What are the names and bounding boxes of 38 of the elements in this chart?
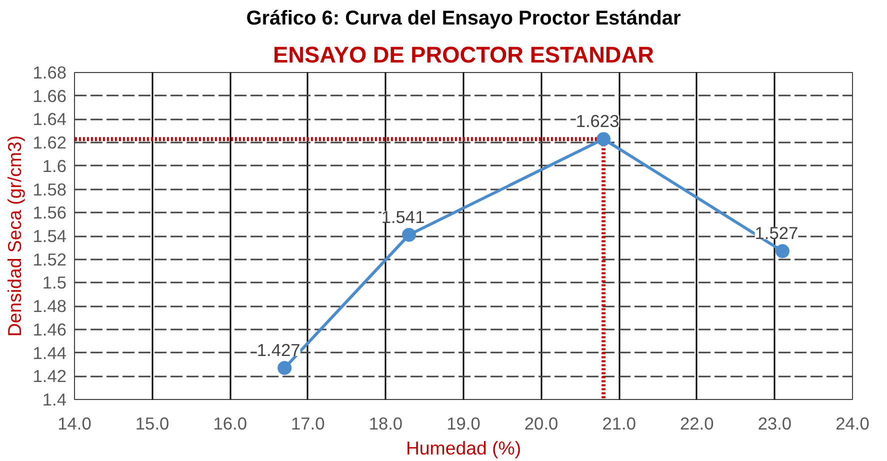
- y-tick-label: 1.56: [32, 202, 67, 223]
- y-tick-label: 1.64: [32, 109, 67, 130]
- x-tick-label: 24.0: [836, 414, 870, 434]
- chart-subtitle: ENSAYO DE PROCTOR ESTANDAR: [272, 42, 654, 68]
- x-tick-label: 23.0: [758, 414, 792, 434]
- y-tick-label: 1.4: [42, 390, 67, 410]
- point: [402, 228, 416, 242]
- x-tick-label: 21.0: [602, 414, 636, 434]
- data-label: 1.623: [576, 111, 620, 132]
- y-tick-label: 1.42: [32, 366, 67, 386]
- y-tick-label: 1.5: [42, 272, 67, 293]
- x-tick-label: 17.0: [291, 414, 325, 434]
- data-label: 1.541: [381, 206, 425, 227]
- y-tick-label: 1.6: [42, 156, 67, 176]
- data-label: 1.527: [754, 223, 798, 244]
- y-tick-label: 1.66: [32, 86, 67, 106]
- x-tick-label: 15.0: [135, 414, 170, 434]
- x-tick-label: 22.0: [680, 414, 714, 434]
- x-tick-label: 16.0: [213, 414, 247, 434]
- chart-title: Gráfico 6: Curva del Ensayo Proctor Estándar: [246, 8, 682, 30]
- point: [775, 244, 790, 258]
- y-tick-label: 1.58: [32, 179, 67, 200]
- x-tick-label: 19.0: [446, 414, 480, 434]
- y-tick-label: 1.44: [32, 342, 67, 363]
- x-tick-label: 14.0: [58, 414, 92, 434]
- point: [278, 360, 292, 375]
- y-axis-title: Densidad Seca (gr/cm3): [4, 135, 25, 337]
- y-tick-label: 1.68: [32, 62, 67, 82]
- y-tick-label: 1.52: [32, 249, 67, 270]
- y-tick-label: 1.62: [32, 132, 67, 153]
- point: [596, 132, 611, 146]
- y-tick-label: 1.46: [32, 319, 67, 340]
- data-label: 1.427: [256, 340, 300, 360]
- x-tick-label: 18.0: [368, 414, 403, 434]
- x-axis-title: Humedad (%): [406, 438, 522, 458]
- y-tick-label: 1.54: [32, 226, 67, 246]
- y-tick-label: 1.48: [32, 296, 67, 316]
- x-tick-label: 20.0: [524, 414, 558, 434]
